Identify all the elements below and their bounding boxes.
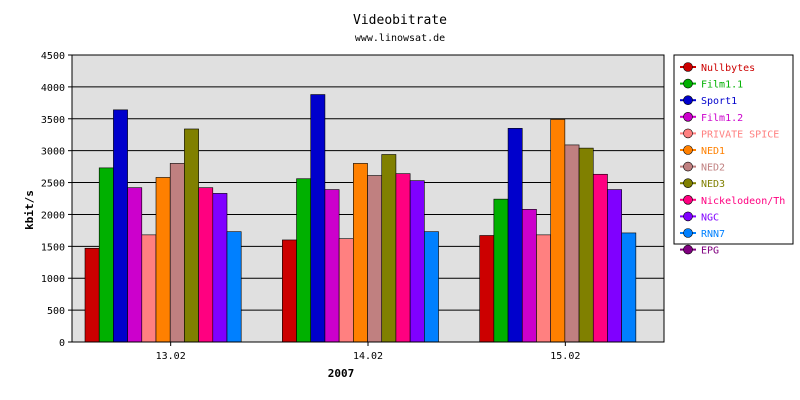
bar-film1-1-2 xyxy=(493,198,509,343)
bar-ngc-1 xyxy=(409,180,425,343)
bar-ngc-0 xyxy=(212,193,228,343)
bar-film1-1-1 xyxy=(296,178,312,343)
legend-entry: PRIVATE SPICE xyxy=(701,129,779,140)
legend-entry: Sport1 xyxy=(701,96,737,107)
legend-entry: Nullbytes xyxy=(701,63,755,74)
legend-marker xyxy=(683,112,693,122)
bar-film1-2-0 xyxy=(127,187,143,343)
chart-subtitle: www.linowsat.de xyxy=(355,33,445,44)
y-tick-label: 4500 xyxy=(41,51,65,62)
legend-entry: NED3 xyxy=(701,179,725,190)
bar-ngc-2 xyxy=(607,189,622,343)
bar-nickelodeon-th-2 xyxy=(592,173,608,343)
bar-film1-2-2 xyxy=(521,209,537,343)
legend-marker xyxy=(683,145,693,155)
bar-ned2-2 xyxy=(564,144,580,343)
bar-nickelodeon-th-0 xyxy=(198,187,214,343)
legend-entry: NGC xyxy=(701,212,719,223)
y-tick-label: 500 xyxy=(47,306,65,317)
y-tick-label: 2000 xyxy=(41,210,65,221)
y-tick-label: 3000 xyxy=(41,147,65,158)
y-tick-label: 0 xyxy=(59,338,65,349)
legend-entry: NED1 xyxy=(701,146,725,157)
legend-entry: Film1.1 xyxy=(701,80,743,91)
legend-marker xyxy=(683,128,693,139)
x-tick-label: 13.02 xyxy=(156,351,186,362)
bar-nullbytes-0 xyxy=(84,247,100,343)
axes: 0 500 1000 1500 2000 2500 3000 3500 4000 4500 13.0… xyxy=(41,51,665,362)
bar-ned3-2 xyxy=(578,147,594,343)
bar-rnn7-2 xyxy=(621,232,637,343)
legend-marker xyxy=(683,178,693,188)
bar-sport1-1 xyxy=(310,94,326,343)
bar-ned2-0 xyxy=(169,163,185,343)
legend-entry: Nickelodeon/Th xyxy=(701,196,785,207)
legend-marker xyxy=(683,211,693,222)
legend-entry: NED2 xyxy=(701,163,725,174)
y-tick-label: 2500 xyxy=(41,179,65,190)
chart-title: Videobitrate xyxy=(353,13,447,28)
legend-marker xyxy=(683,244,693,255)
legend-marker xyxy=(683,62,693,72)
bar-nullbytes-1 xyxy=(282,239,297,343)
bar-ned2-1 xyxy=(367,175,383,343)
legend-marker xyxy=(683,195,693,205)
legend-marker xyxy=(683,95,693,105)
legend-entry: RNN7 xyxy=(701,229,725,240)
bar-nullbytes-2 xyxy=(479,235,495,343)
bar-rnn7-0 xyxy=(226,231,242,343)
y-tick-label: 1000 xyxy=(41,274,65,285)
bar-rnn7-1 xyxy=(424,231,439,343)
x-tick-label: 15.02 xyxy=(550,351,580,362)
legend-marker xyxy=(683,228,693,238)
x-tick-label: 14.02 xyxy=(353,351,383,362)
bar-private-spice-1 xyxy=(338,238,354,343)
legend-entry: Film1.2 xyxy=(701,113,743,124)
x-axis-label: 2007 xyxy=(328,367,355,380)
legend: Nullbytes Film1.1 Sport1 Film1.2 PRIVATE SPI… xyxy=(673,54,794,257)
bar-ned3-1 xyxy=(381,154,397,343)
bar-private-spice-0 xyxy=(141,234,157,343)
bar-sport1-0 xyxy=(113,109,128,343)
bar-ned1-2 xyxy=(550,119,566,343)
bars xyxy=(84,94,637,343)
bar-nickelodeon-th-1 xyxy=(395,173,411,343)
bar-ned3-0 xyxy=(184,128,199,343)
legend-marker xyxy=(683,78,693,89)
legend-entry: EPG xyxy=(701,246,719,257)
bar-film1-2-1 xyxy=(324,189,340,343)
y-tick-label: 3500 xyxy=(41,115,65,126)
bar-private-spice-2 xyxy=(536,234,551,343)
bar-ned1-1 xyxy=(353,163,368,343)
y-tick-label: 4000 xyxy=(41,83,65,94)
legend-marker xyxy=(683,161,693,172)
y-tick-label: 1500 xyxy=(41,242,65,253)
y-axis-label: kbit/s xyxy=(23,190,36,230)
bar-ned1-0 xyxy=(155,177,171,343)
bar-sport1-2 xyxy=(507,128,523,343)
bar-film1-1-0 xyxy=(98,167,114,343)
